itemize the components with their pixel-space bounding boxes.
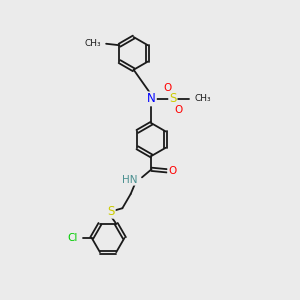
Text: HN: HN	[122, 175, 137, 185]
Text: S: S	[169, 92, 177, 105]
Text: O: O	[168, 166, 176, 176]
Text: CH₃: CH₃	[195, 94, 211, 103]
Text: CH₃: CH₃	[84, 39, 101, 48]
Text: Cl: Cl	[67, 233, 77, 243]
Text: N: N	[147, 92, 156, 105]
Text: O: O	[164, 82, 172, 93]
Text: O: O	[174, 105, 182, 115]
Text: S: S	[107, 205, 115, 218]
